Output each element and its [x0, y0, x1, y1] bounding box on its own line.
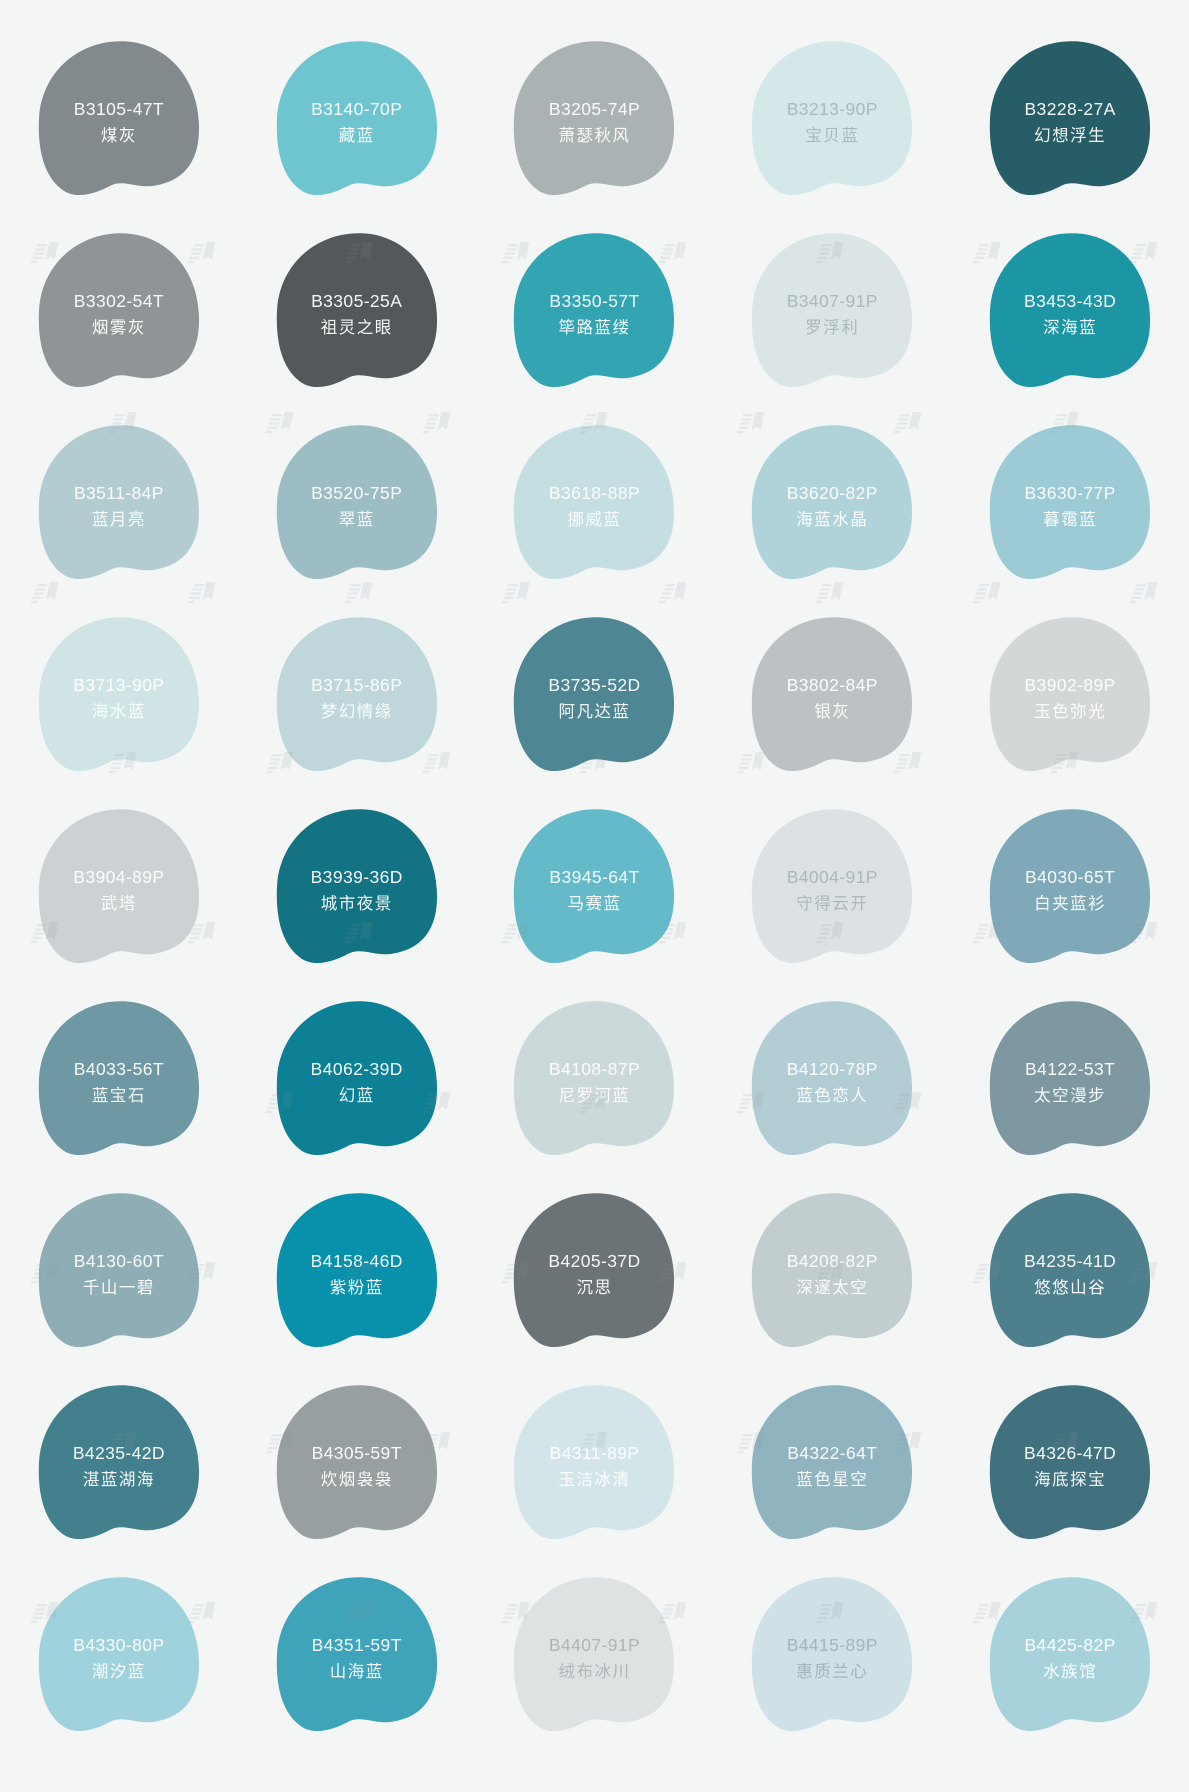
color-swatch: B3140-70P 藏蓝: [272, 38, 442, 202]
color-swatch: B4205-37D 沉思: [509, 1190, 679, 1354]
blob-shape: [514, 425, 675, 580]
color-swatch: B3305-25A 祖灵之眼: [272, 230, 442, 394]
blob-shape: [38, 617, 199, 772]
blob-shape: [514, 617, 675, 772]
blob-shape: [514, 41, 675, 196]
blob-shape: [752, 1193, 913, 1348]
blob-shape: [989, 425, 1151, 580]
color-swatch: B4030-65T 白夹蓝衫: [985, 806, 1155, 970]
blob-shape: [38, 1001, 199, 1156]
blob-shape: [38, 41, 199, 196]
blob-shape: [989, 1385, 1151, 1540]
blob-shape: [752, 1001, 913, 1156]
color-swatch: B3302-54T 烟雾灰: [34, 230, 204, 394]
blob-shape: [989, 233, 1151, 388]
blob-shape: [514, 1193, 675, 1348]
color-swatch: B4033-56T 蓝宝石: [34, 998, 204, 1162]
blob-shape: [276, 233, 437, 388]
color-swatch: B3618-88P 挪威蓝: [509, 422, 679, 586]
blob-shape: [276, 41, 437, 196]
color-swatch: B4120-78P 蓝色恋人: [747, 998, 917, 1162]
color-swatch: B3715-86P 梦幻情缘: [272, 614, 442, 778]
blob-shape: [276, 1385, 437, 1540]
blob-shape: [989, 1001, 1151, 1156]
blob-shape: [752, 1577, 913, 1732]
color-swatch: B4311-89P 玉洁冰清: [509, 1382, 679, 1546]
color-swatch: B4130-60T 千山一碧: [34, 1190, 204, 1354]
blob-shape: [989, 617, 1151, 772]
color-swatch: B3520-75P 翠蓝: [272, 422, 442, 586]
blob-shape: [989, 41, 1151, 196]
blob-shape: [752, 617, 913, 772]
color-swatch: B3735-52D 阿凡达蓝: [509, 614, 679, 778]
blob-shape: [38, 1577, 199, 1732]
blob-shape: [514, 1385, 675, 1540]
blob-shape: [989, 809, 1151, 964]
blob-shape: [752, 41, 913, 196]
blob-shape: [989, 1577, 1151, 1732]
blob-shape: [752, 233, 913, 388]
color-swatch: B3453-43D 深海蓝: [985, 230, 1155, 394]
blob-shape: [514, 1001, 675, 1156]
color-swatch: B3630-77P 暮霭蓝: [985, 422, 1155, 586]
blob-shape: [276, 1193, 437, 1348]
blob-shape: [276, 425, 437, 580]
color-swatch: B4305-59T 炊烟袅袅: [272, 1382, 442, 1546]
blob-shape: [752, 1385, 913, 1540]
color-swatch: B4407-91P 绒布冰川: [509, 1574, 679, 1738]
blob-shape: [276, 1577, 437, 1732]
color-swatch: B3105-47T 煤灰: [34, 38, 204, 202]
color-swatch: B4235-41D 悠悠山谷: [985, 1190, 1155, 1354]
blob-shape: [989, 1193, 1151, 1348]
color-swatch: B4208-82P 深邃太空: [747, 1190, 917, 1354]
color-swatch: B3904-89P 武塔: [34, 806, 204, 970]
blob-shape: [752, 425, 913, 580]
color-swatch: B4158-46D 紫粉蓝: [272, 1190, 442, 1354]
blob-shape: [276, 617, 437, 772]
color-swatch: B3713-90P 海水蓝: [34, 614, 204, 778]
color-swatch: B4062-39D 幻蓝: [272, 998, 442, 1162]
blob-shape: [514, 1577, 675, 1732]
color-swatch: B4322-64T 蓝色星空: [747, 1382, 917, 1546]
blob-shape: [276, 1001, 437, 1156]
color-swatch: B3945-64T 马赛蓝: [509, 806, 679, 970]
color-swatch: B3802-84P 银灰: [747, 614, 917, 778]
blob-shape: [514, 809, 675, 964]
color-swatch: B3620-82P 海蓝水晶: [747, 422, 917, 586]
color-swatch: B3511-84P 蓝月亮: [34, 422, 204, 586]
color-swatch: B3228-27A 幻想浮生: [985, 38, 1155, 202]
blob-shape: [38, 1193, 199, 1348]
blob-shape: [38, 1385, 199, 1540]
color-swatch: B3205-74P 萧瑟秋风: [509, 38, 679, 202]
color-swatch: B4326-47D 海底探宝: [985, 1382, 1155, 1546]
color-swatch: B4004-91P 守得云开: [747, 806, 917, 970]
color-swatch: B4351-59T 山海蓝: [272, 1574, 442, 1738]
blob-shape: [38, 233, 199, 388]
color-swatch: B4415-89P 惠质兰心: [747, 1574, 917, 1738]
color-swatch: B4425-82P 水族馆: [985, 1574, 1155, 1738]
color-swatch: B3902-89P 玉色弥光: [985, 614, 1155, 778]
blob-shape: [752, 809, 913, 964]
blob-shape: [38, 809, 199, 964]
blob-shape: [514, 233, 675, 388]
color-swatch: B3213-90P 宝贝蓝: [747, 38, 917, 202]
color-swatch: B4122-53T 太空漫步: [985, 998, 1155, 1162]
blob-shape: [276, 809, 437, 964]
color-swatch: B3350-57T 筚路蓝缕: [509, 230, 679, 394]
blob-shape: [38, 425, 199, 580]
color-swatch: B4235-42D 湛蓝湖海: [34, 1382, 204, 1546]
color-swatch: B3939-36D 城市夜景: [272, 806, 442, 970]
color-swatch: B3407-91P 罗浮利: [747, 230, 917, 394]
color-swatch: B4330-80P 潮汐蓝: [34, 1574, 204, 1738]
color-swatch: B4108-87P 尼罗河蓝: [509, 998, 679, 1162]
